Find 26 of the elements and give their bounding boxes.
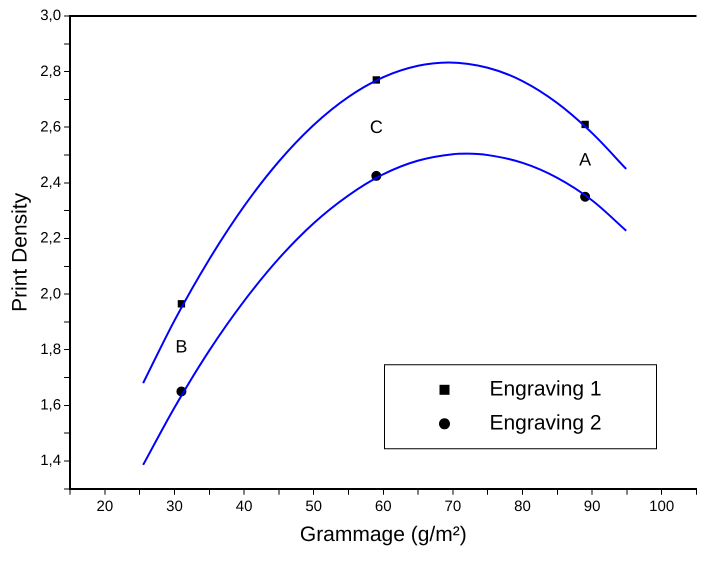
- y-tick-label: 1,4: [40, 452, 62, 470]
- y-tick-label: 3,0: [40, 7, 62, 24]
- x-tick-label: 50: [305, 498, 322, 515]
- legend-label: Engraving 2: [490, 412, 602, 435]
- x-tick-label: 80: [514, 498, 531, 515]
- y-tick-label: 2,6: [40, 118, 62, 136]
- y-axis-title: Print Density: [8, 192, 32, 312]
- x-tick-label: 40: [236, 498, 252, 515]
- y-tick-label: 2,2: [40, 230, 62, 247]
- y-tick-label: 2,8: [40, 62, 62, 80]
- x-tick-label: 60: [374, 498, 392, 515]
- y-tick-label: 1,6: [40, 396, 62, 414]
- annotation: A: [579, 150, 592, 170]
- x-tick-label: 20: [96, 498, 114, 515]
- line-series: [142, 152, 628, 466]
- annotation: B: [175, 336, 188, 357]
- legend-label: Engraving 1: [490, 378, 602, 401]
- annotation: C: [370, 116, 383, 137]
- x-tick-label: 100: [649, 498, 674, 515]
- x-tick-label: 90: [584, 498, 600, 515]
- x-tick-label: 30: [166, 498, 183, 515]
- y-tick-label: 2,4: [40, 174, 62, 192]
- x-tick-label: 70: [444, 498, 462, 515]
- x-axis-title: Grammage (g/m²): [300, 523, 467, 546]
- y-tick-label: 1,8: [40, 340, 62, 358]
- y-tick-label: 2,0: [40, 285, 62, 302]
